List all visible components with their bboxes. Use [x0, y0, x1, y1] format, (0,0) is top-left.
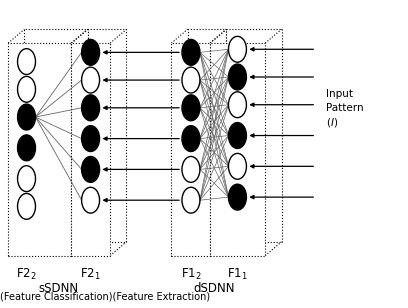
Ellipse shape — [18, 166, 35, 192]
Bar — [71, 43, 110, 256]
Text: dSDNN: dSDNN — [193, 282, 235, 295]
Ellipse shape — [82, 39, 100, 65]
Ellipse shape — [18, 49, 35, 75]
Ellipse shape — [182, 67, 200, 93]
Bar — [24, 29, 88, 242]
Ellipse shape — [82, 126, 100, 152]
Ellipse shape — [228, 184, 246, 210]
Ellipse shape — [228, 92, 246, 118]
Ellipse shape — [182, 156, 200, 182]
Bar — [88, 29, 126, 242]
Text: $\mathregular{F2_1}$: $\mathregular{F2_1}$ — [80, 266, 101, 282]
Ellipse shape — [82, 187, 100, 213]
Ellipse shape — [18, 104, 35, 130]
Bar — [210, 43, 265, 256]
Ellipse shape — [182, 39, 200, 65]
Ellipse shape — [182, 95, 200, 121]
Ellipse shape — [18, 76, 35, 102]
Bar — [188, 29, 226, 242]
Ellipse shape — [82, 95, 100, 121]
Ellipse shape — [228, 64, 246, 90]
Text: $\mathregular{F1_1}$: $\mathregular{F1_1}$ — [227, 266, 248, 282]
Bar — [226, 29, 282, 242]
Ellipse shape — [18, 193, 35, 219]
Ellipse shape — [228, 123, 246, 148]
Text: $\mathregular{F2_2}$: $\mathregular{F2_2}$ — [16, 266, 37, 282]
Bar — [8, 43, 71, 256]
Ellipse shape — [182, 126, 200, 152]
Text: $\mathregular{F1_2}$: $\mathregular{F1_2}$ — [181, 266, 201, 282]
Ellipse shape — [18, 135, 35, 161]
Ellipse shape — [82, 156, 100, 182]
Bar — [171, 43, 210, 256]
Ellipse shape — [182, 187, 200, 213]
Ellipse shape — [228, 153, 246, 179]
Text: (Feature Classification)(Feature Extraction): (Feature Classification)(Feature Extract… — [0, 292, 210, 302]
Text: sSDNN: sSDNN — [38, 282, 79, 295]
Ellipse shape — [82, 67, 100, 93]
Text: Input
Pattern
$(I)$: Input Pattern $(I)$ — [326, 89, 364, 129]
Ellipse shape — [228, 36, 246, 62]
